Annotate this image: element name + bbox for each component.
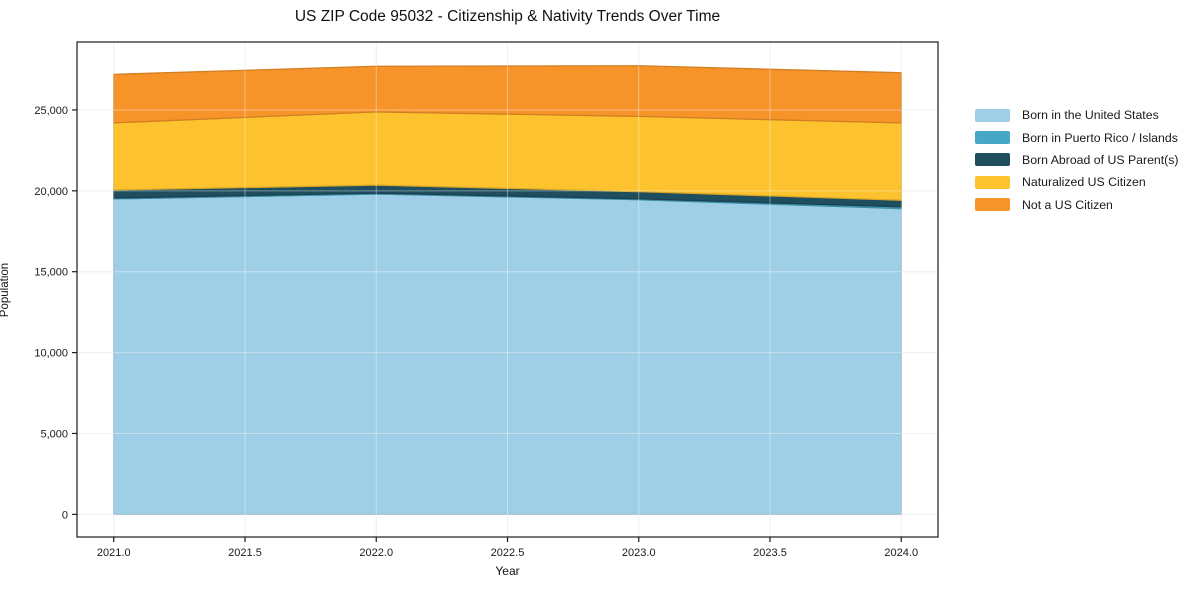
- legend-swatch: [975, 153, 1010, 167]
- x-tick-label: 2022.0: [359, 547, 393, 559]
- area-series-4: [113, 65, 902, 124]
- legend-swatch: [975, 131, 1010, 145]
- x-tick-label: 2023.5: [753, 547, 787, 559]
- legend-swatch: [975, 198, 1010, 212]
- y-tick-label: 5,000: [40, 428, 68, 440]
- x-tick-label: 2023.0: [622, 547, 656, 559]
- legend-item: Not a US Citizen: [975, 194, 1179, 216]
- legend-swatch: [975, 108, 1010, 122]
- x-tick-label: 2022.5: [491, 547, 525, 559]
- legend-item: Born Abroad of US Parent(s): [975, 149, 1179, 171]
- legend: Born in the United States Born in Puerto …: [975, 104, 1179, 216]
- legend-swatch: [975, 175, 1010, 189]
- y-tick-label: 20,000: [34, 186, 68, 198]
- y-tick-label: 15,000: [34, 267, 68, 279]
- y-tick-label: 10,000: [34, 348, 68, 360]
- legend-label: Born in the United States: [1022, 108, 1159, 123]
- x-tick-label: 2024.0: [884, 547, 918, 559]
- legend-item: Naturalized US Citizen: [975, 171, 1179, 193]
- legend-label: Not a US Citizen: [1022, 197, 1113, 212]
- x-tick-label: 2021.5: [228, 547, 262, 559]
- legend-label: Born in Puerto Rico / Islands: [1022, 130, 1178, 145]
- legend-item: Born in Puerto Rico / Islands: [975, 126, 1179, 148]
- y-tick-label: 0: [62, 509, 68, 521]
- x-axis-label: Year: [495, 564, 520, 578]
- legend-label: Naturalized US Citizen: [1022, 175, 1146, 190]
- y-tick-label: 25,000: [34, 105, 68, 117]
- x-tick-label: 2021.0: [97, 547, 131, 559]
- legend-label: Born Abroad of US Parent(s): [1022, 152, 1179, 167]
- chart-title: US ZIP Code 95032 - Citizenship & Nativi…: [294, 8, 721, 25]
- legend-item: Born in the United States: [975, 104, 1179, 126]
